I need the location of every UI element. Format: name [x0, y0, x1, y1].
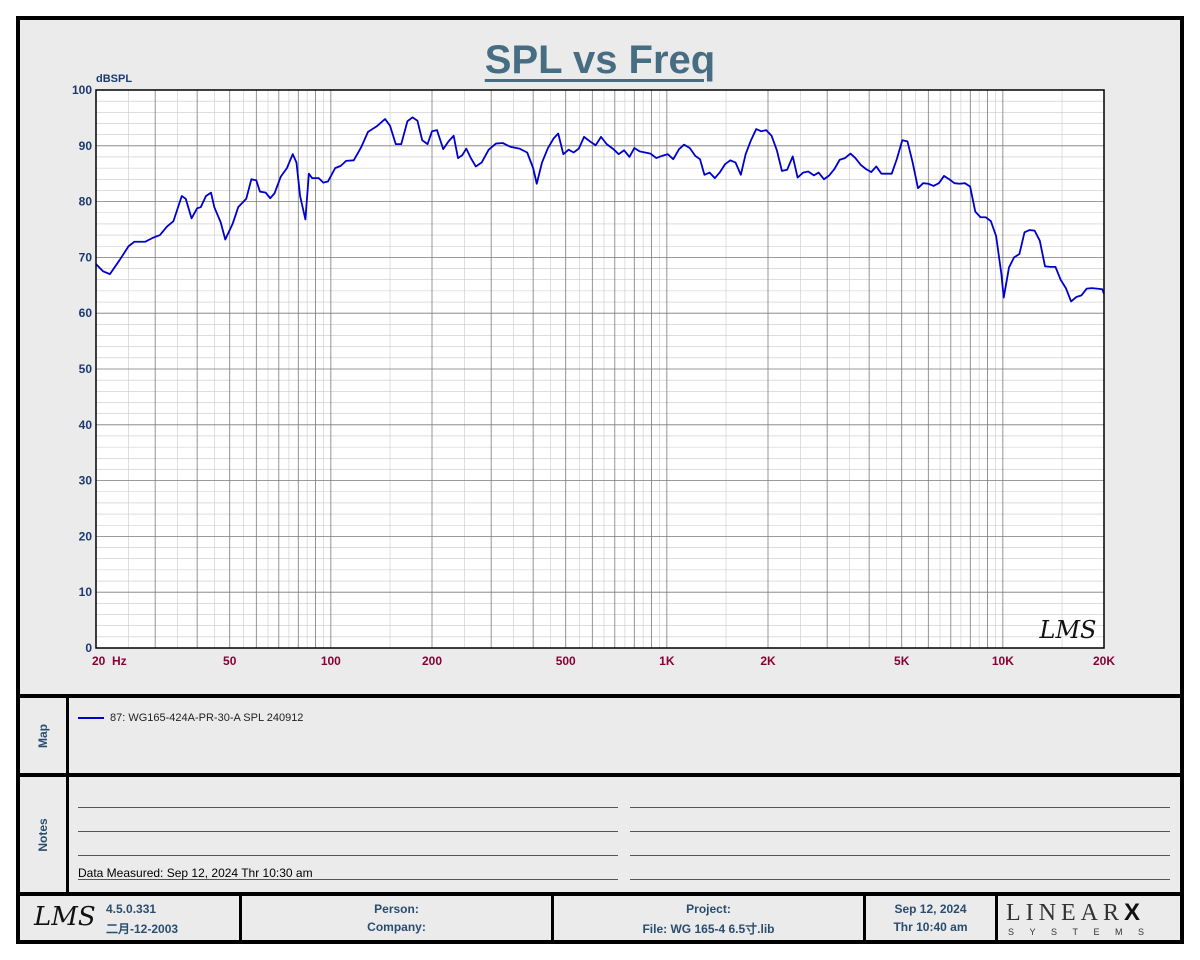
y-tick-label: 10 — [79, 585, 93, 599]
y-tick-label: 60 — [79, 306, 93, 320]
x-axis-ticks: 20 Hz 50 100 200 500 1K 2K 5K 10K 20K — [92, 654, 1115, 668]
project-label: Project: — [686, 902, 731, 916]
chart-panel: 0 10 20 30 40 50 60 70 80 90 100 20 Hz 50 100 200 500 1… — [20, 20, 1180, 694]
footer-person-cell: Person: Company: — [242, 896, 554, 944]
y-axis-label: dBSPL — [96, 73, 132, 85]
x-tick-label: 20K — [1093, 654, 1115, 668]
notes-line — [78, 831, 618, 832]
linearx-logo: LINEARX — [1006, 899, 1145, 927]
y-tick-label: 100 — [72, 83, 92, 97]
spl-curve — [95, 116, 1105, 303]
y-tick-label: 80 — [79, 195, 93, 209]
section-divider — [20, 773, 1180, 777]
notes-label-cell: Notes — [20, 777, 69, 892]
notes-line — [630, 855, 1170, 856]
legend-text: 87: WG165-424A-PR-30-A SPL 240912 — [110, 712, 304, 724]
footer-time: Thr 10:40 am — [893, 920, 968, 934]
build-date-text: 二月-12-2003 — [106, 922, 179, 936]
lms-watermark: LMS — [1039, 616, 1097, 644]
notes-section: Notes Data Measured: Sep 12, 2024 Thr 10… — [20, 777, 1180, 892]
brand-x-text: X — [1123, 899, 1145, 926]
x-tick-label: 5K — [894, 654, 910, 668]
y-tick-label: 70 — [79, 250, 93, 264]
notes-line — [78, 855, 618, 856]
legend-swatch — [78, 717, 104, 719]
y-tick-label: 20 — [79, 529, 93, 543]
x-tick-label: 20 Hz — [92, 654, 127, 668]
legend-entry: 87: WG165-424A-PR-30-A SPL 240912 — [78, 712, 303, 724]
x-tick-label: 50 — [223, 654, 237, 668]
x-tick-label: 500 — [556, 654, 576, 668]
lms-report-frame: 0 10 20 30 40 50 60 70 80 90 100 20 Hz 50 100 200 500 1… — [16, 16, 1184, 944]
data-measured-text: Data Measured: Sep 12, 2024 Thr 10:30 am — [78, 866, 313, 880]
footer-brand-cell: LINEARX SYSTEMS — [998, 896, 1180, 944]
minor-grid — [96, 90, 1104, 648]
section-divider — [20, 694, 1180, 698]
file-label: File: WG 165-4 6.5寸.lib — [642, 922, 775, 936]
footer-date-cell: Sep 12, 2024 Thr 10:40 am — [866, 896, 998, 944]
y-tick-label: 90 — [79, 139, 93, 153]
footer-date: Sep 12, 2024 — [894, 902, 967, 916]
x-tick-label: 1K — [659, 654, 675, 668]
notes-line — [78, 807, 618, 808]
brand-sub-text: SYSTEMS — [1008, 927, 1160, 937]
notes-line — [630, 831, 1170, 832]
brand-main-text: LINEAR — [1006, 900, 1124, 926]
notes-line — [630, 879, 1170, 880]
version-text: 4.5.0.331 — [106, 902, 157, 916]
x-tick-label: 100 — [321, 654, 341, 668]
y-tick-label: 0 — [85, 641, 92, 655]
map-label: Map — [36, 723, 50, 748]
chart-title: SPL vs Freq — [484, 38, 716, 82]
notes-label: Notes — [36, 817, 50, 852]
x-tick-label: 2K — [760, 654, 776, 668]
section-divider — [20, 892, 1180, 896]
x-tick-label: 10K — [992, 654, 1014, 668]
footer-bar: LMS 4.5.0.331 二月-12-2003 Person: Company… — [20, 896, 1180, 944]
plot-border — [95, 89, 1105, 649]
footer-version-cell: LMS 4.5.0.331 二月-12-2003 — [20, 896, 242, 944]
lms-logo: LMS — [34, 902, 96, 932]
notes-line — [78, 879, 618, 880]
spl-chart: 0 10 20 30 40 50 60 70 80 90 100 20 Hz 50 100 200 500 1… — [72, 73, 1115, 668]
x-tick-label: 200 — [422, 654, 442, 668]
map-label-cell: Map — [20, 698, 69, 773]
person-label: Person: — [374, 902, 419, 916]
y-tick-label: 30 — [79, 474, 93, 488]
notes-line — [630, 807, 1170, 808]
footer-project-cell: Project: File: WG 165-4 6.5寸.lib — [554, 896, 866, 944]
map-section: Map 87: WG165-424A-PR-30-A SPL 240912 — [20, 698, 1180, 773]
series-layer — [95, 116, 1105, 303]
company-label: Company: — [367, 920, 426, 934]
y-tick-label: 40 — [79, 418, 93, 432]
y-tick-label: 50 — [79, 362, 93, 376]
y-axis-ticks: 0 10 20 30 40 50 60 70 80 90 100 — [72, 83, 92, 655]
